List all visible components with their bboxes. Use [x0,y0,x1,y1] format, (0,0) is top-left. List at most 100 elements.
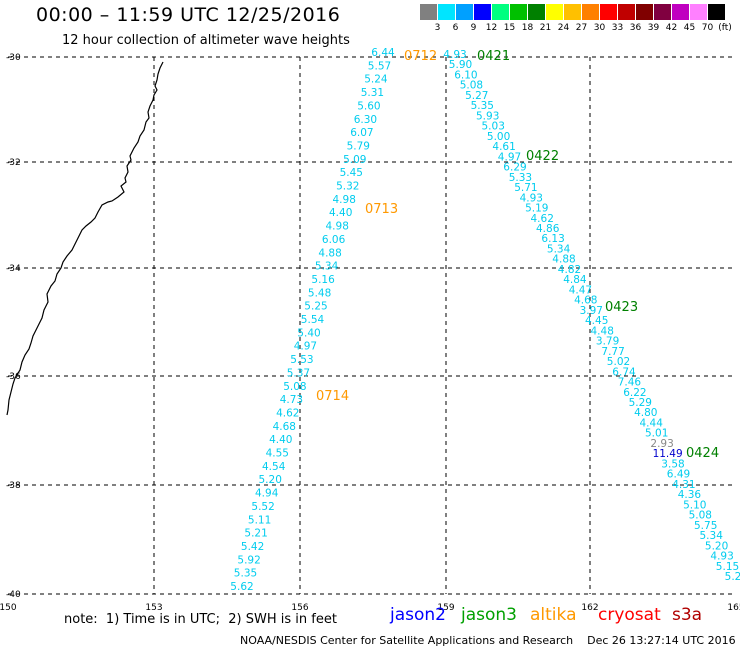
wave-height-label: 5.40 [297,327,320,339]
legend-label: 33 [611,23,624,33]
wave-height-label: 4.44 [640,418,664,430]
legend-swatch [492,4,509,20]
wave-height-label: 4.94 [255,488,279,500]
legend-swatch [618,4,635,20]
pass-label: 0714 [316,389,349,404]
wave-height-label: 5.29 [629,397,652,409]
wave-height-label: 5.60 [357,100,380,112]
wave-height-label: 5.34 [700,530,724,542]
legend-swatch [528,4,545,20]
legend-swatch [474,4,491,20]
legend-swatch [708,4,725,20]
wave-height-label: 5.16 [311,274,335,286]
satellite-label: cryosat [598,605,661,625]
wave-height-label: 4.93 [710,551,733,563]
legend-label: 6 [452,23,459,33]
wave-height-label: 4.82 [558,264,581,276]
wave-height-label: 3.58 [661,458,684,470]
wave-height-label: 4.98 [333,194,356,206]
wave-height-label: 5.03 [482,121,505,133]
legend-label: 3 [434,23,441,33]
lon-tick-label: 162 [581,603,598,613]
coastline [6,61,164,416]
wave-height-label: 4.36 [678,489,702,501]
wave-height-label: 5.79 [347,140,370,152]
satellite-label: s3a [672,605,703,625]
wave-height-label: 5.48 [308,287,331,299]
legend-label: 12 [485,23,498,33]
wave-height-label: 5.20 [705,540,728,552]
wave-height-label: 5.19 [525,203,548,215]
wave-height-label: 4.97 [294,341,317,353]
wave-height-label: 5.27 [465,90,488,102]
wave-height-label: 5.00 [487,131,510,143]
wave-height-label: 3.79 [596,336,619,348]
wave-height-label: 6.07 [350,127,373,139]
wave-height-label: 4.40 [329,207,352,219]
wave-height-label: 5.35 [471,100,494,112]
wave-height-label: 4.88 [552,254,575,266]
wave-height-label: 6.13 [541,233,564,245]
legend-label: 27 [575,23,588,33]
wave-height-label: 5.57 [368,60,391,72]
legend-swatch [564,4,581,20]
wave-height-label: 7.46 [618,377,642,389]
pass-label: 0423 [605,300,638,315]
legend-label: 21 [539,23,552,33]
wave-height-label: 5.2 [725,571,740,583]
lon-tick-label: 159 [437,603,454,613]
wave-height-label: 5.92 [237,554,260,566]
lat-tick-label: -30 [6,53,21,63]
map-subtitle: 12 hour collection of altimeter wave hei… [62,33,350,48]
pass-label: 0712 [404,49,437,64]
wave-height-label: 4.62 [276,408,299,420]
pass-label: 0424 [686,446,719,461]
footnote: note: 1) Time is in UTC; 2) SWH is in fe… [64,612,337,627]
wave-height-label: 4.86 [536,223,560,235]
lat-tick-label: -36 [6,372,21,382]
wave-height-label: 5.42 [241,541,264,553]
wave-height-label: 4.68 [574,295,597,307]
legend-swatch [510,4,527,20]
lat-lon-grid: -30 -32 -34 -36 -38 -40 150 153 156 159 162 165 [0,53,740,613]
wave-height-label: 4.93 [520,192,543,204]
wave-height-label: 5.01 [645,428,668,440]
wave-height-label: 5.90 [449,59,472,71]
lat-tick-label: -38 [6,481,21,491]
wave-height-label: 4.98 [326,221,349,233]
legend-swatch [546,4,563,20]
legend-swatch [690,4,707,20]
credit-line: NOAA/NESDIS Center for Satellite Applica… [240,634,736,647]
wave-height-label: 4.54 [262,461,286,473]
wave-height-label: 5.15 [716,561,739,573]
wave-height-label: 5.33 [509,172,532,184]
legend-label: 39 [647,23,660,33]
lat-tick-label: -34 [6,264,21,274]
legend-label: 18 [521,23,534,33]
wave-height-label: 5.32 [336,181,359,193]
wave-height-label: 5.93 [476,110,499,122]
wave-height-label: 11.49 [653,448,683,460]
wave-height-label: 4.40 [269,434,292,446]
legend-swatch [438,4,455,20]
lon-tick-label: 165 [727,603,740,613]
wave-height-label: 5.31 [361,87,384,99]
wave-height-label: 5.02 [607,356,630,368]
lat-tick-label: -40 [6,590,21,600]
wave-height-label: 5.35 [234,568,257,580]
legend-swatch [672,4,689,20]
wave-height-label: 4.84 [563,274,587,286]
satellite-label: jason2 [390,605,446,625]
wave-height-label: 5.45 [340,167,363,179]
satellite-label: altika [530,605,577,625]
wave-height-label: 5.20 [259,474,282,486]
wave-height-label: 5.75 [694,520,717,532]
satellite-label: jason3 [461,605,517,625]
wave-height-label: 4.93 [443,49,466,61]
wave-height-label: 4.55 [266,448,289,460]
wave-height-label: 5.09 [343,154,366,166]
wave-height-label: 6.29 [503,162,526,174]
wave-height-label: 5.25 [304,301,327,313]
pass-labels: 0712 0421 0713 0422 0423 0714 0424 [316,49,719,461]
wave-height-label: 4.48 [591,325,614,337]
